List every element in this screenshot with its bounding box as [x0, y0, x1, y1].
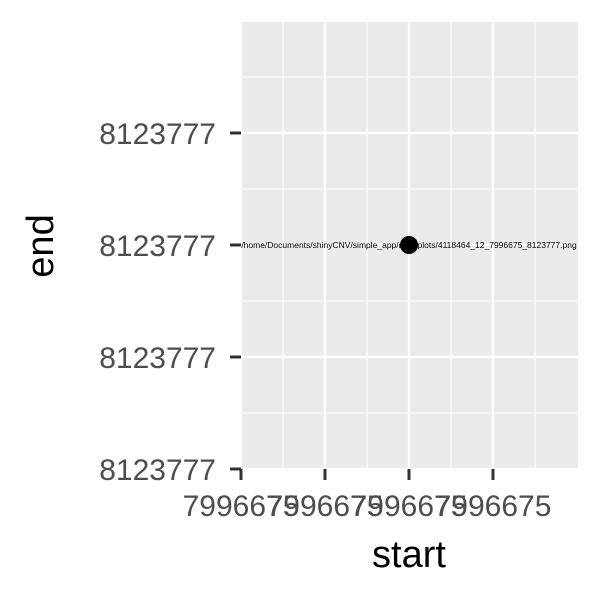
y-tick-label: 8123777 [99, 118, 216, 151]
x-tick-label: 7996675 [351, 490, 468, 523]
y-tick-label: 8123777 [99, 454, 216, 487]
y-tick-label: 8123777 [99, 230, 216, 263]
x-tick-label: 7996675 [435, 490, 552, 523]
x-tick-label: 7996675 [183, 490, 300, 523]
y-tick-label: 8123777 [99, 342, 216, 375]
x-axis-title: start [372, 534, 446, 576]
x-tick-label: 7996675 [267, 490, 384, 523]
data-point [400, 236, 418, 254]
axes: 8123777812377781237778123777799667579966… [99, 118, 551, 523]
data-points: /home/Documents/shinyCNV/simple_app/data… [241, 236, 577, 254]
y-axis-title: end [20, 214, 62, 277]
